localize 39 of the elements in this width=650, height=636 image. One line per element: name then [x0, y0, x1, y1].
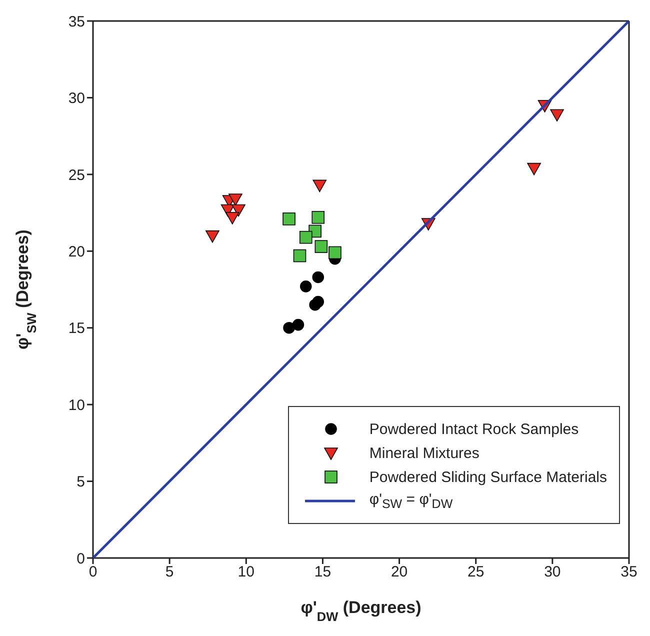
x-axis-title: φ'$_{DW}$ (Degrees) — [300, 598, 422, 624]
legend-label: Powdered Intact Rock Samples — [369, 420, 579, 438]
legend-label: Mineral Mixtures — [369, 444, 480, 462]
point — [312, 296, 324, 308]
point — [292, 318, 304, 331]
point — [206, 230, 220, 243]
y-tick-label: 10 — [68, 396, 85, 414]
x-tick-label: 30 — [544, 564, 561, 581]
point — [228, 194, 242, 206]
y-tick-label: 5 — [76, 474, 85, 491]
point — [328, 246, 342, 260]
x-tick-label: 5 — [165, 564, 174, 581]
y-tick-label: 30 — [68, 90, 85, 108]
y-tick-label: 35 — [68, 13, 85, 30]
point — [312, 180, 327, 192]
point — [232, 204, 246, 217]
x-tick-label: 10 — [238, 564, 254, 581]
x-tick-label: 20 — [390, 564, 408, 581]
y-tick-label: 20 — [68, 243, 85, 260]
point — [293, 249, 306, 262]
x-tick-label: 0 — [88, 564, 98, 581]
legend-label: φ'$_{SW}$ = φ'$_{DW}$ — [369, 491, 453, 511]
y-tick-label: 25 — [68, 166, 85, 184]
y-tick-label: 0 — [76, 550, 85, 568]
point — [314, 240, 328, 253]
point — [550, 109, 564, 122]
point — [312, 210, 325, 224]
point — [299, 230, 312, 244]
point — [312, 271, 324, 284]
y-tick-label: 15 — [68, 320, 85, 338]
point — [225, 212, 240, 224]
x-tick-label: 15 — [314, 564, 332, 581]
legend-label: Powdered Sliding Surface Materials — [369, 468, 607, 486]
x-tick-label: 25 — [468, 564, 484, 581]
point — [300, 280, 312, 292]
point — [527, 162, 541, 176]
x-tick-label: 35 — [620, 564, 638, 581]
point — [282, 212, 296, 226]
point — [283, 322, 295, 334]
